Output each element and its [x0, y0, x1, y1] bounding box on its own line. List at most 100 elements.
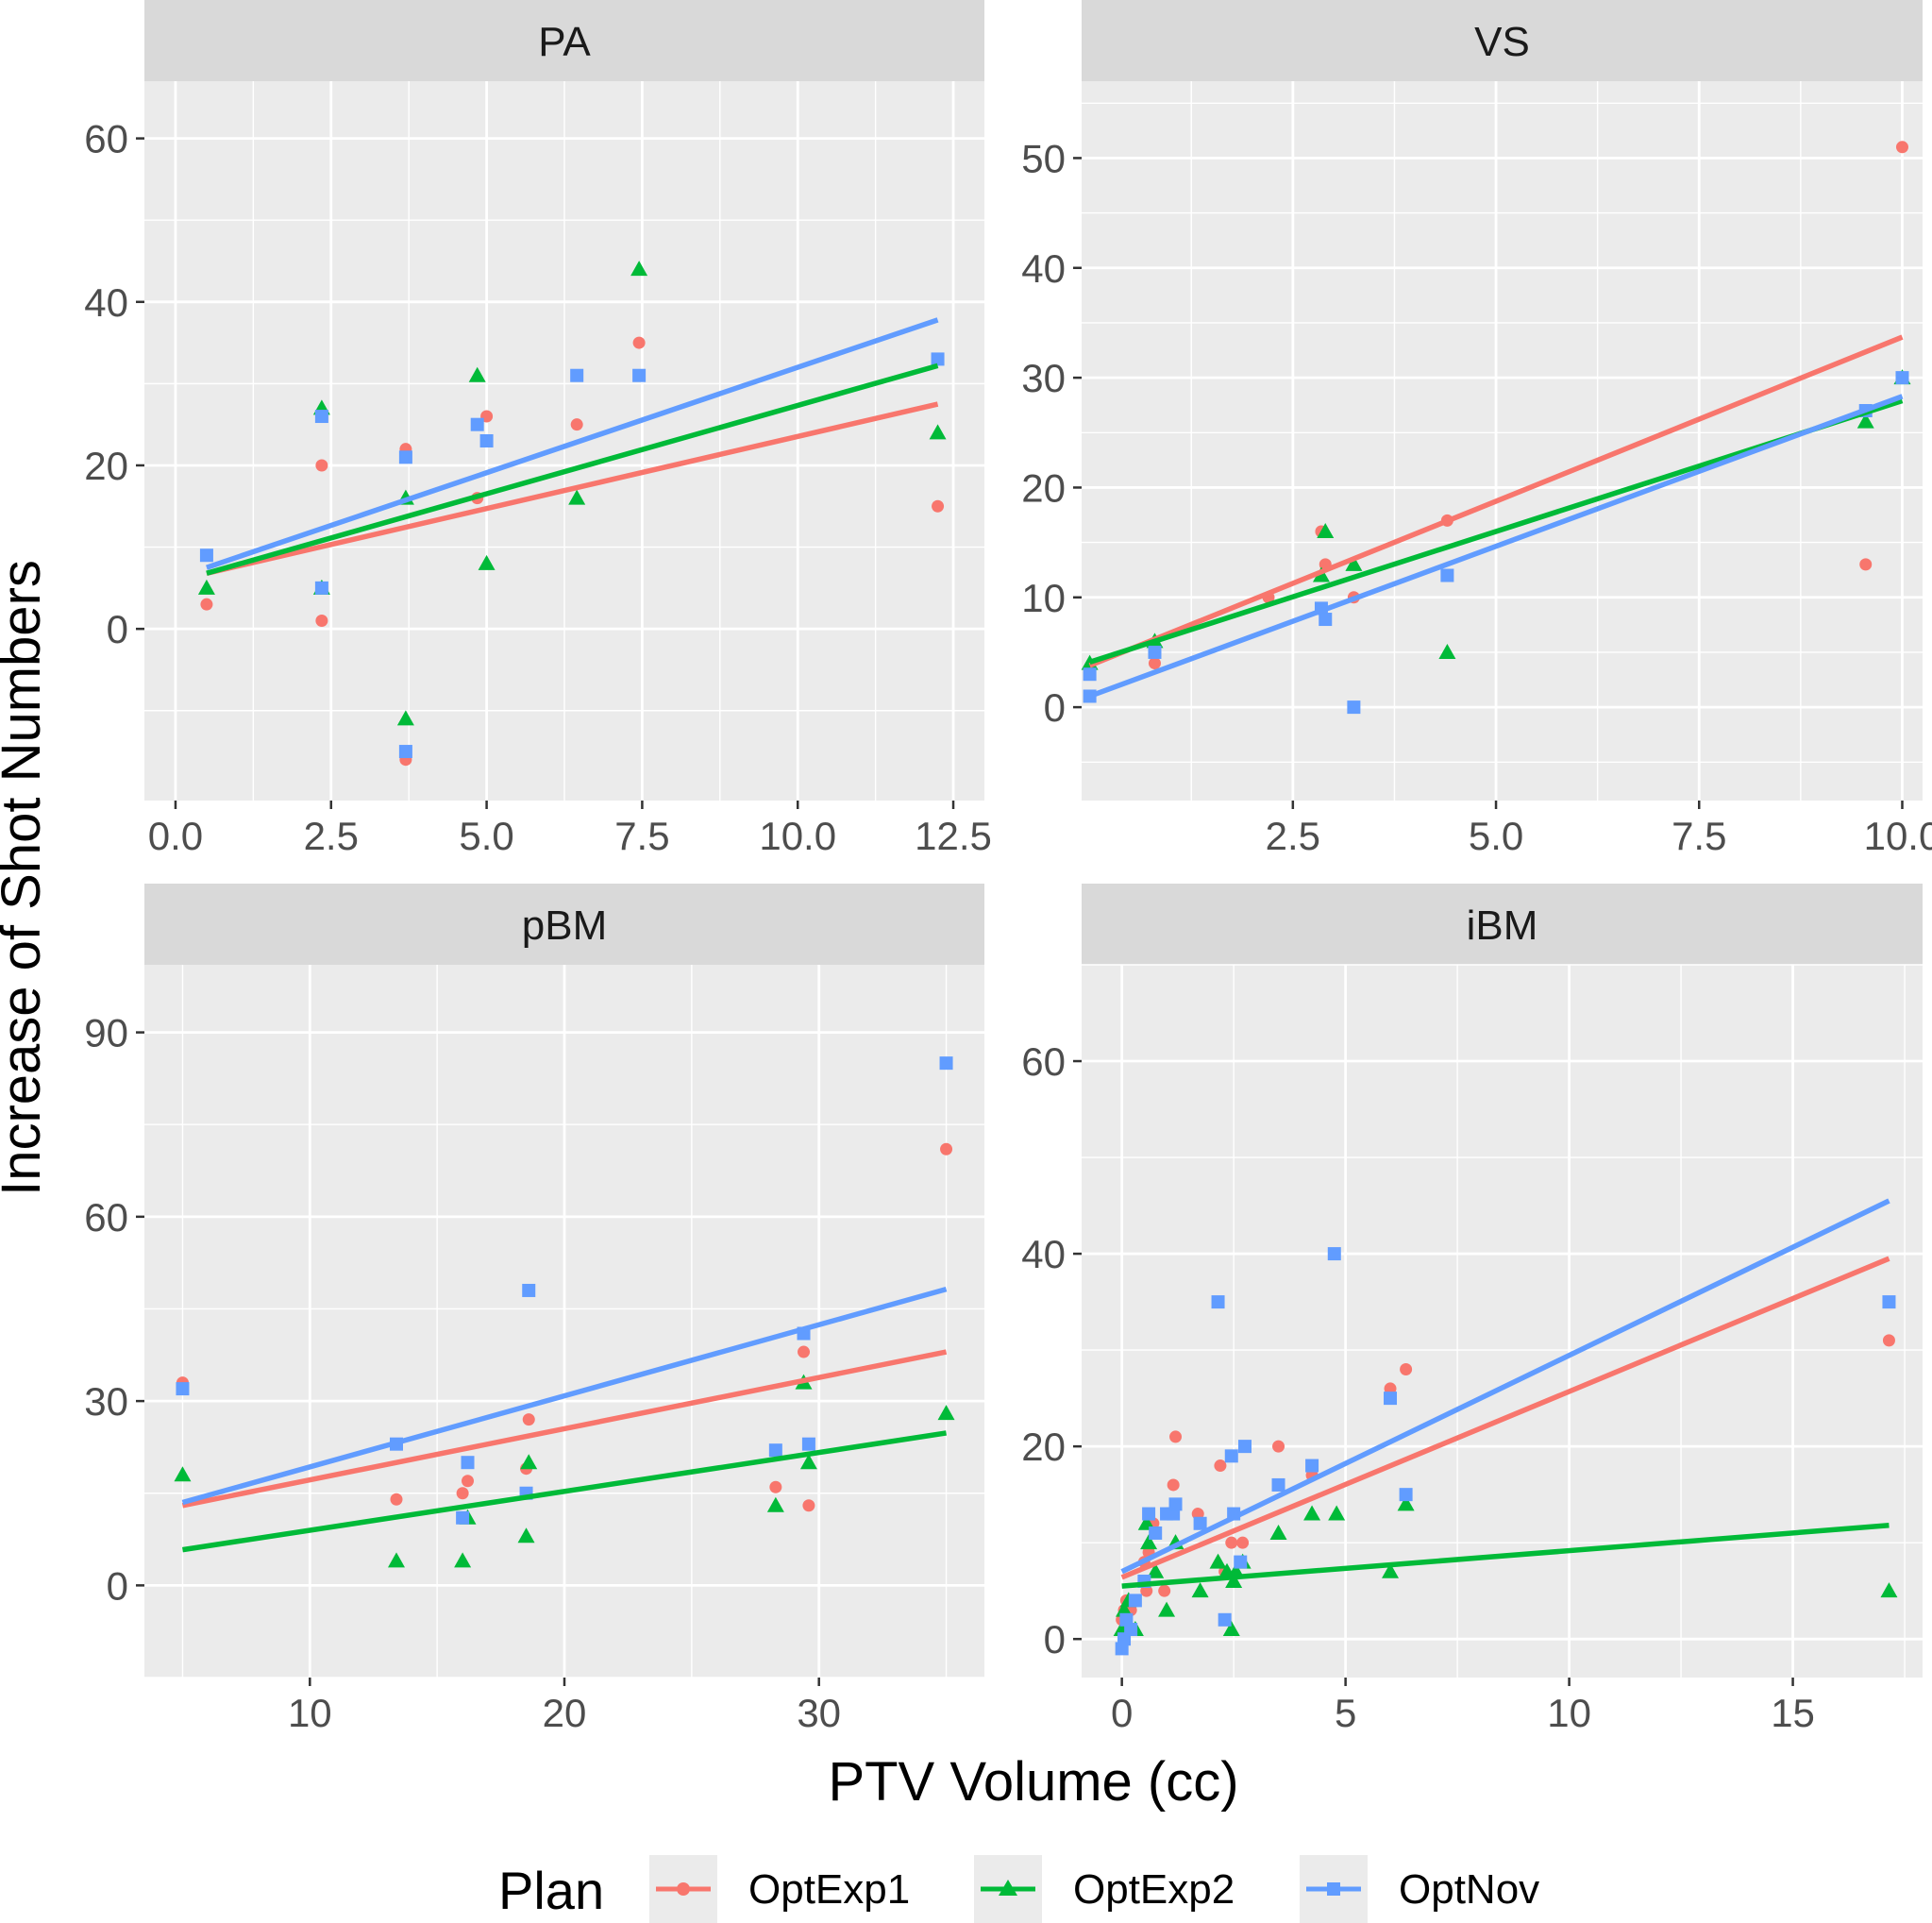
point-pa-optnov [470, 417, 484, 431]
fit-line-pa-optexp2 [206, 363, 939, 576]
point-ibm-optnov [1271, 1477, 1285, 1492]
x-tick-label: 5.0 [459, 814, 513, 858]
point-ibm-optexp2 [1222, 1620, 1240, 1636]
point-pbm-optexp1 [462, 1475, 475, 1488]
point-ibm-optexp2 [1382, 1562, 1400, 1578]
point-pa-optnov [570, 368, 584, 382]
fit-line-pbm-optexp2 [182, 1430, 947, 1553]
legend-label-optexp1: OptExp1 [748, 1866, 910, 1913]
panel-pbm: pBM 10 20 30 0 30 60 90 [84, 884, 984, 1735]
fit-line-pa-optnov [206, 317, 939, 570]
x-tick-label: 5.0 [1469, 814, 1523, 858]
fit-line-ibm-optnov [1120, 1198, 1890, 1575]
point-vs-optexp1 [1859, 558, 1873, 571]
y-tick-label: 20 [84, 444, 128, 488]
point-pbm-optnov [522, 1283, 536, 1297]
point-ibm-optexp2 [1137, 1514, 1155, 1530]
point-pbm-optexp1 [769, 1480, 782, 1493]
legend-entry-optnov: OptNov [1300, 1855, 1539, 1923]
point-pa-optexp2 [630, 261, 648, 277]
y-tick-label: 30 [84, 1379, 128, 1424]
point-pa-optexp2 [197, 579, 215, 595]
panel-strip-pa [144, 0, 984, 81]
point-ibm-optexp2 [1140, 1534, 1158, 1550]
fit-line-vs-optexp1 [1088, 334, 1904, 668]
point-ibm-optexp1 [1158, 1584, 1171, 1597]
point-ibm-optexp2 [1397, 1495, 1415, 1511]
fit-line-pa-optexp1 [206, 401, 939, 576]
point-vs-optexp1 [1895, 141, 1908, 154]
point-ibm-optexp1 [1214, 1459, 1227, 1473]
y-tick-label: 40 [1021, 1232, 1066, 1276]
point-vs-optexp2 [1345, 555, 1363, 571]
point-pa-optnov [314, 410, 328, 424]
point-pbm-optexp2 [388, 1552, 405, 1568]
point-ibm-optexp2 [1158, 1601, 1176, 1617]
y-tick-label: 40 [84, 280, 128, 325]
point-ibm-optnov [1128, 1594, 1142, 1608]
y-tick-label: 0 [107, 607, 128, 651]
y-tick-label: 60 [1021, 1039, 1066, 1084]
point-pbm-optexp2 [454, 1552, 472, 1568]
point-pbm-optnov [176, 1382, 190, 1396]
y-tick-label: 0 [107, 1563, 128, 1608]
legend-marker-optnov [1327, 1882, 1340, 1896]
x-tick-label: 15 [1771, 1691, 1815, 1735]
x-tick-label: 10 [288, 1691, 332, 1735]
y-tick-label: 90 [84, 1011, 128, 1055]
point-ibm-optnov [1149, 1526, 1163, 1540]
point-pa-optnov [199, 548, 213, 563]
point-pa-optexp2 [568, 489, 586, 505]
point-pbm-optnov [939, 1056, 953, 1071]
point-ibm-optnov [1224, 1449, 1238, 1463]
y-tick-label: 60 [84, 1195, 128, 1240]
point-vs-optexp2 [1438, 643, 1456, 659]
x-tick-label: 7.5 [614, 814, 669, 858]
point-pbm-optexp2 [799, 1454, 817, 1470]
point-pa-optexp2 [468, 366, 486, 382]
point-vs-optnov [1347, 700, 1361, 715]
point-ibm-optexp2 [1328, 1505, 1346, 1521]
fit-line-pbm-optnov [181, 1287, 948, 1506]
fit-line-vs-optnov [1088, 394, 1904, 700]
legend-label-optexp2: OptExp2 [1073, 1866, 1235, 1913]
legend-marker-optexp1 [677, 1882, 690, 1896]
point-ibm-optexp2 [1116, 1601, 1134, 1617]
x-tick-label: 0 [1111, 1691, 1133, 1735]
point-pbm-optexp1 [798, 1345, 811, 1358]
point-ibm-optnov [1193, 1516, 1207, 1530]
point-ibm-optexp2 [1147, 1562, 1165, 1578]
x-tick-label: 30 [797, 1691, 841, 1735]
point-pbm-optexp2 [517, 1527, 535, 1543]
x-tick-label: 12.5 [915, 814, 992, 858]
point-ibm-optnov [1234, 1555, 1248, 1569]
point-vs-optexp2 [1856, 413, 1874, 429]
point-ibm-optexp1 [1882, 1334, 1895, 1347]
fit-line-ibm-optexp2 [1121, 1523, 1890, 1589]
point-vs-optnov [1440, 568, 1454, 582]
fit-line-ibm-optexp1 [1120, 1256, 1890, 1580]
x-tick-label: 7.5 [1672, 814, 1726, 858]
y-tick-label: 60 [84, 117, 128, 161]
point-pbm-optnov [801, 1437, 815, 1451]
point-vs-optnov [1319, 613, 1333, 627]
point-ibm-optnov [1168, 1497, 1183, 1511]
point-pbm-optexp1 [456, 1487, 469, 1500]
fit-line-pbm-optexp1 [181, 1349, 948, 1509]
point-pbm-optexp1 [390, 1493, 403, 1506]
point-pbm-optexp1 [522, 1413, 535, 1426]
point-pbm-optexp2 [520, 1454, 538, 1470]
point-vs-optexp1 [1148, 657, 1161, 670]
point-ibm-optexp2 [1303, 1505, 1321, 1521]
x-tick-label: 10.0 [1864, 814, 1932, 858]
x-tick-label: 5 [1335, 1691, 1356, 1735]
x-tick-label: 2.5 [304, 814, 359, 858]
point-pa-optexp2 [478, 554, 496, 570]
point-pa-optexp1 [632, 336, 646, 349]
x-tick-label: 20 [543, 1691, 587, 1735]
x-tick-label: 0.0 [148, 814, 203, 858]
point-ibm-optnov [1237, 1440, 1252, 1454]
point-ibm-optexp2 [1225, 1572, 1243, 1588]
point-vs-optnov [1083, 667, 1097, 682]
point-pa-optexp2 [396, 710, 414, 726]
